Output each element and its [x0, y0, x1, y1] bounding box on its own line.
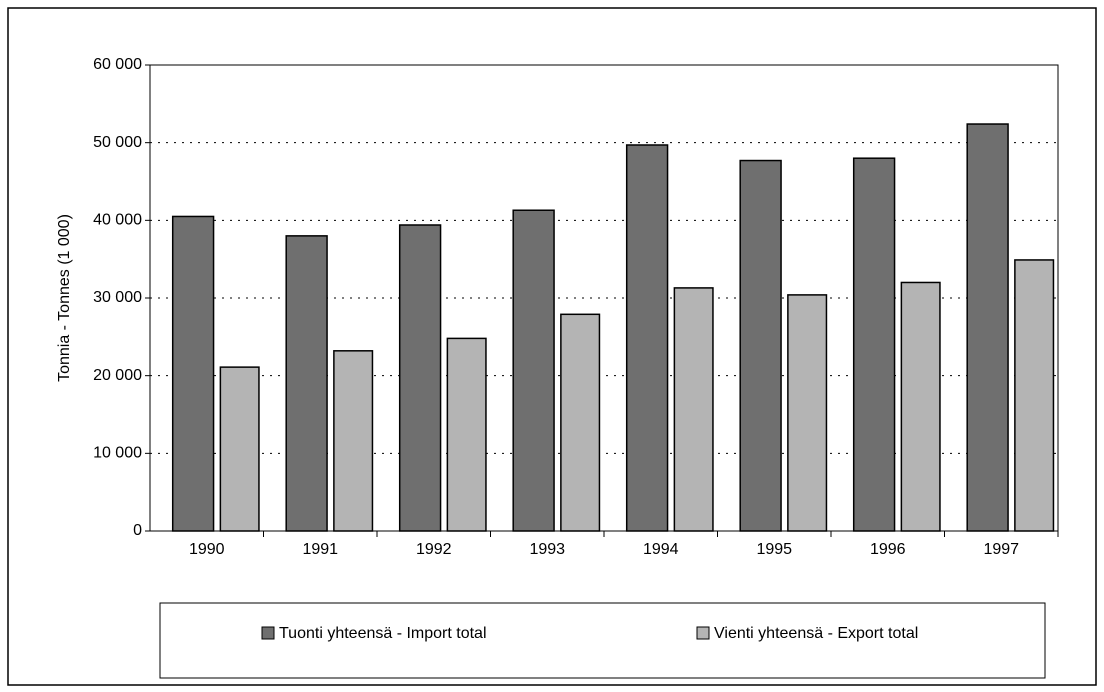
x-tick-label: 1995 — [756, 541, 792, 558]
x-tick-label: 1991 — [302, 541, 338, 558]
bar — [512, 209, 555, 532]
bar — [333, 350, 374, 532]
y-axis-label: Tonnia - Tonnes (1 000) — [56, 214, 73, 382]
y-tick-label: 0 — [133, 522, 142, 539]
y-tick-label: 50 000 — [93, 134, 142, 151]
legend-label: Vienti yhteensä - Export total — [714, 625, 918, 642]
bar — [852, 157, 896, 532]
bar — [625, 144, 669, 532]
x-tick-label: 1997 — [983, 541, 1019, 558]
y-tick-label: 40 000 — [93, 212, 142, 229]
x-tick-label: 1993 — [529, 541, 565, 558]
x-tick-label: 1996 — [870, 541, 906, 558]
legend-swatch — [696, 626, 710, 640]
legend-box — [159, 602, 1046, 679]
bar — [219, 366, 260, 532]
y-tick-label: 30 000 — [93, 289, 142, 306]
legend-swatch — [261, 626, 275, 640]
bar — [171, 215, 215, 532]
x-tick-label: 1990 — [189, 541, 225, 558]
bar — [673, 287, 714, 532]
legend-label: Tuonti yhteensä - Import total — [279, 625, 487, 642]
bar — [560, 313, 601, 532]
bar — [787, 294, 828, 532]
y-tick-label: 10 000 — [93, 445, 142, 462]
y-tick-label: 60 000 — [93, 56, 142, 73]
bar — [966, 123, 1009, 532]
x-tick-label: 1994 — [643, 541, 679, 558]
x-tick-label: 1992 — [416, 541, 452, 558]
bar — [739, 159, 782, 532]
bar — [900, 281, 941, 532]
bar — [446, 337, 487, 532]
y-tick-label: 20 000 — [93, 367, 142, 384]
bar — [1014, 259, 1055, 532]
bar — [285, 235, 328, 532]
bar — [398, 224, 442, 532]
